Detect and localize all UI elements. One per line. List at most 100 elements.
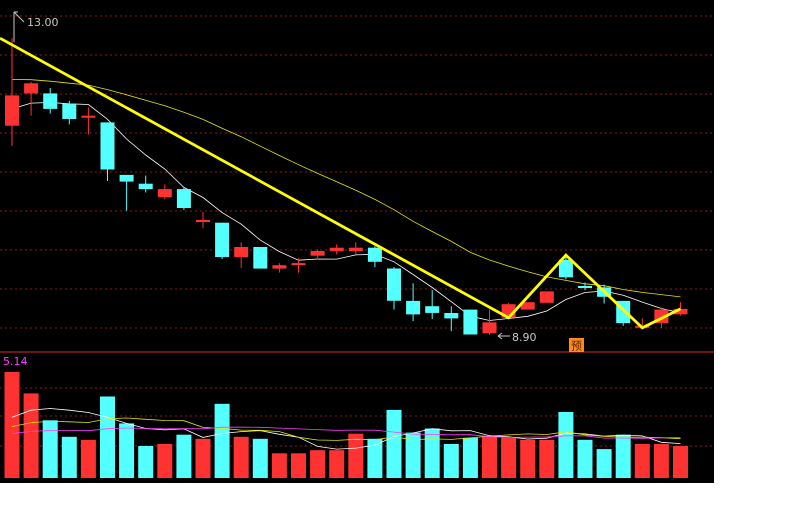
low-price-marker: 8.90 xyxy=(497,331,537,344)
candle[interactable] xyxy=(387,267,401,310)
volume-bar[interactable] xyxy=(233,436,249,478)
candle[interactable] xyxy=(482,309,497,335)
high-price-label: 13.00 xyxy=(27,16,59,29)
chart-canvas[interactable]: 13.00 8.90 预 5.14 xyxy=(0,0,714,483)
candle-body xyxy=(348,247,363,252)
candle[interactable] xyxy=(119,174,134,211)
volume-bar[interactable] xyxy=(271,453,287,478)
candle[interactable] xyxy=(157,184,172,200)
kline-chart[interactable]: 13.00 8.90 预 5.14 xyxy=(0,0,714,483)
candle-body xyxy=(520,302,535,310)
candle[interactable] xyxy=(234,242,249,268)
candle[interactable] xyxy=(196,211,210,229)
high-price-marker: 13.00 xyxy=(13,11,59,43)
volume-bar[interactable] xyxy=(367,438,383,478)
candle[interactable] xyxy=(578,282,592,291)
candle[interactable] xyxy=(291,258,306,273)
volume-bar[interactable] xyxy=(634,444,650,478)
candle[interactable] xyxy=(272,263,287,273)
volume-bar[interactable] xyxy=(61,436,77,478)
candle[interactable] xyxy=(5,38,19,146)
volume-bar[interactable] xyxy=(138,446,154,478)
forecast-badge[interactable]: 预 xyxy=(569,338,584,353)
candle[interactable] xyxy=(329,244,344,255)
volume-bar[interactable] xyxy=(329,450,345,478)
candle[interactable] xyxy=(444,306,459,332)
candle[interactable] xyxy=(406,283,421,322)
volume-bar[interactable] xyxy=(653,444,669,478)
volume-bar[interactable] xyxy=(462,437,478,478)
candle[interactable] xyxy=(463,309,478,335)
volume-bar[interactable] xyxy=(42,420,58,478)
candle-body xyxy=(272,265,287,269)
candle[interactable] xyxy=(558,254,573,280)
candle[interactable] xyxy=(253,246,268,269)
candle[interactable] xyxy=(348,242,363,255)
volume-bar[interactable] xyxy=(157,444,173,478)
volume-bar[interactable] xyxy=(443,444,459,478)
volume-bar[interactable] xyxy=(520,439,536,478)
volume-bar[interactable] xyxy=(4,372,20,478)
candlestick-series[interactable] xyxy=(5,38,688,335)
candle[interactable] xyxy=(425,290,440,320)
volume-bar[interactable] xyxy=(348,433,364,478)
candle[interactable] xyxy=(539,291,554,303)
volume-bar[interactable] xyxy=(252,438,268,478)
volume-bar[interactable] xyxy=(596,449,612,478)
volume-bar[interactable] xyxy=(23,393,39,478)
candle-body xyxy=(24,83,39,94)
volume-bar[interactable] xyxy=(119,423,135,478)
volume-bars[interactable] xyxy=(4,372,689,479)
volume-bar[interactable] xyxy=(176,434,192,478)
volume-bar[interactable] xyxy=(615,434,631,478)
candle[interactable] xyxy=(310,249,325,260)
candle-body xyxy=(215,222,230,257)
candle-body xyxy=(81,115,96,118)
candle-body xyxy=(329,247,344,252)
candle[interactable] xyxy=(215,222,230,260)
candle-body xyxy=(119,174,134,182)
volume-bar[interactable] xyxy=(80,439,96,478)
candle-body xyxy=(234,247,249,258)
chart-background xyxy=(0,0,714,483)
candle-body xyxy=(367,247,382,262)
candle-body xyxy=(43,93,58,109)
candle-body xyxy=(310,251,325,256)
candle-body xyxy=(444,313,459,319)
candle-body xyxy=(100,122,115,170)
candle[interactable] xyxy=(43,88,58,114)
volume-bar[interactable] xyxy=(558,412,574,478)
candle[interactable] xyxy=(100,122,115,181)
trend-line xyxy=(0,36,682,330)
volume-bar[interactable] xyxy=(291,453,306,478)
volume-bar[interactable] xyxy=(310,450,326,478)
candle[interactable] xyxy=(81,107,96,135)
moving-average-lines xyxy=(11,79,681,321)
volume-bar[interactable] xyxy=(195,438,211,478)
candle[interactable] xyxy=(62,100,77,125)
volume-bar[interactable] xyxy=(577,439,593,478)
volume-bar[interactable] xyxy=(673,446,688,478)
candle-body xyxy=(291,263,306,266)
candle[interactable] xyxy=(138,175,153,193)
candle-body xyxy=(482,322,497,334)
volume-bar[interactable] xyxy=(482,435,497,478)
candle[interactable] xyxy=(176,187,191,210)
candle-body xyxy=(157,189,172,198)
volume-bar[interactable] xyxy=(501,437,517,478)
candle-body xyxy=(463,309,478,335)
volume-ma-10 xyxy=(11,417,681,441)
volume-bar[interactable] xyxy=(386,409,402,478)
low-arrow-icon xyxy=(497,332,510,340)
candle[interactable] xyxy=(367,246,382,268)
volume-ma-20 xyxy=(11,426,681,439)
volume-bar[interactable] xyxy=(214,403,230,478)
ma-short-line xyxy=(11,102,681,321)
volume-bar[interactable] xyxy=(424,428,440,479)
candle[interactable] xyxy=(520,302,535,310)
candle-body xyxy=(138,183,153,190)
volume-bar[interactable] xyxy=(539,439,555,478)
candle[interactable] xyxy=(24,81,39,116)
volume-bar[interactable] xyxy=(405,432,421,478)
volume-bar[interactable] xyxy=(100,396,115,479)
